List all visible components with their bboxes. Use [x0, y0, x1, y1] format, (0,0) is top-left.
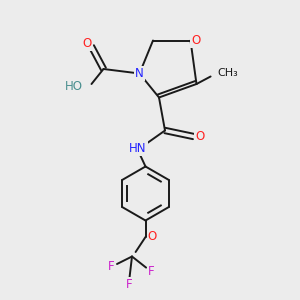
Text: HN: HN	[129, 142, 147, 155]
Text: O: O	[148, 230, 157, 244]
Text: O: O	[82, 37, 91, 50]
Text: CH₃: CH₃	[218, 68, 238, 78]
Text: F: F	[126, 278, 133, 291]
Text: HO: HO	[64, 80, 82, 94]
Text: F: F	[108, 260, 114, 274]
Text: O: O	[191, 34, 200, 47]
Text: F: F	[148, 265, 155, 278]
Text: N: N	[135, 67, 144, 80]
Text: O: O	[195, 130, 204, 143]
